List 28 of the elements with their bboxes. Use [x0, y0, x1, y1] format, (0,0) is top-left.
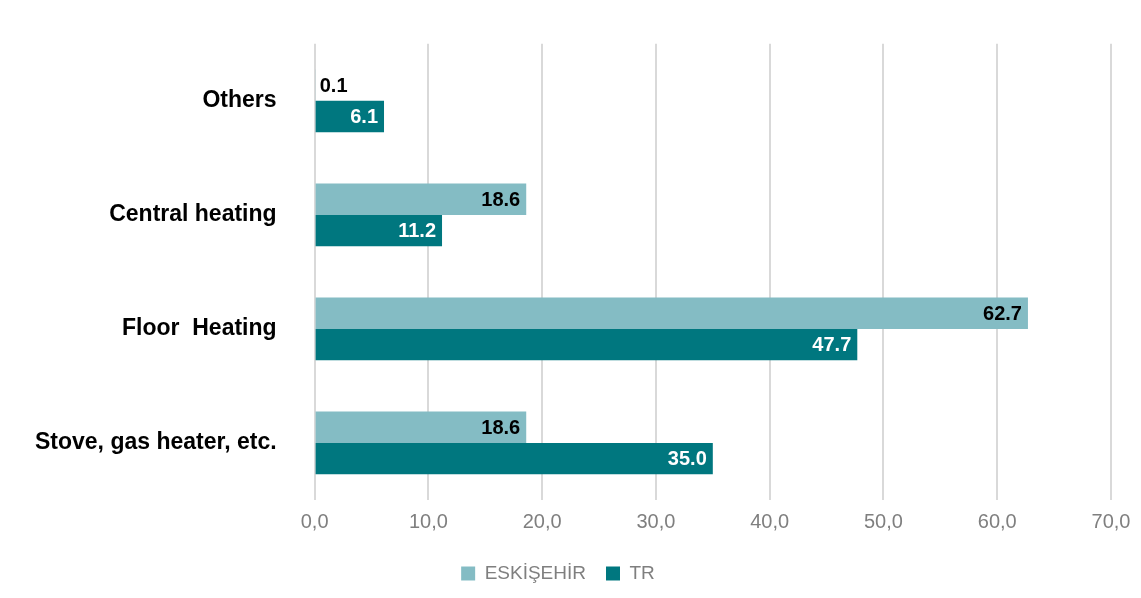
data-label: 18.6 — [481, 187, 521, 210]
legend-label: TR — [629, 561, 655, 583]
y-tick-label: Central heating — [109, 200, 277, 227]
x-tick-label: 0,0 — [300, 509, 329, 532]
bar — [315, 442, 713, 475]
x-tick-label: 50,0 — [863, 509, 903, 532]
data-label: 11.2 — [398, 219, 437, 242]
bar — [315, 328, 858, 361]
x-tick-label: 20,0 — [522, 509, 562, 532]
data-label: 35.0 — [667, 447, 707, 470]
data-label: 18.6 — [481, 415, 521, 438]
data-label: 0.1 — [319, 73, 348, 96]
y-tick-label: Others — [202, 86, 277, 113]
x-tick-label: 70,0 — [1091, 509, 1131, 532]
bar — [315, 411, 527, 443]
data-label: 62.7 — [983, 301, 1022, 324]
data-label: 47.7 — [812, 333, 852, 356]
bar — [315, 214, 443, 247]
bar — [315, 297, 1028, 329]
bar — [315, 183, 527, 215]
y-tick-label: Stove, gas heater, etc. — [34, 428, 277, 455]
x-tick-label: 40,0 — [750, 509, 790, 532]
data-label: 6.1 — [350, 105, 379, 128]
x-tick-label: 60,0 — [977, 509, 1017, 532]
x-tick-label: 30,0 — [636, 509, 676, 532]
y-tick-label: Floor Heating — [121, 314, 277, 341]
legend-label: ESKİŞEHİR — [484, 561, 587, 583]
x-tick-label: 10,0 — [408, 509, 448, 532]
